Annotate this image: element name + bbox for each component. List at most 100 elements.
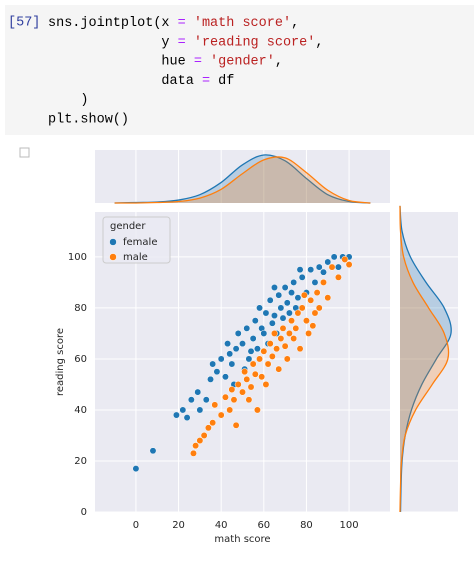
scatter-point (273, 345, 281, 353)
code-token: 'reading score' (194, 35, 316, 50)
legend-marker (109, 253, 117, 261)
code-line: sns.jointplot(x = 'math score', (48, 16, 299, 31)
scatter-point (226, 406, 234, 414)
code-token: , (315, 35, 323, 50)
scatter-point (232, 421, 240, 429)
scatter-point (283, 355, 291, 363)
scatter-point (253, 406, 261, 414)
scatter-point (294, 309, 302, 317)
code-token: y (48, 35, 178, 50)
scatter-point (271, 284, 278, 291)
code-token (186, 16, 194, 31)
scatter-point (251, 370, 259, 378)
code-token: 'gender' (210, 54, 275, 69)
scatter-point (224, 340, 232, 348)
y-tick-label: 80 (74, 303, 87, 314)
scatter-point (300, 291, 308, 299)
scatter-point (275, 365, 283, 373)
scatter-point (305, 329, 313, 337)
y-tick-label: 60 (74, 354, 87, 365)
scatter-point (281, 284, 289, 291)
scatter-point (192, 442, 200, 450)
scatter-point (213, 368, 221, 376)
legend-label: female (123, 237, 157, 248)
code-line: y = 'reading score', (48, 35, 323, 50)
marginal-kde-y (400, 205, 449, 512)
scatter-point (211, 401, 219, 409)
x-tick-label: 20 (172, 520, 185, 531)
output-icon (19, 147, 30, 158)
scatter-point (292, 324, 300, 332)
scatter-point (285, 309, 293, 317)
scatter-point (330, 253, 338, 261)
legend-label: male (123, 252, 148, 263)
scatter-point (209, 419, 217, 427)
scatter-point (290, 335, 298, 342)
scatter-point (256, 304, 264, 312)
scatter-point (309, 322, 317, 330)
scatter-point (247, 347, 255, 355)
scatter-point (271, 312, 278, 320)
y-tick-label: 100 (68, 252, 87, 263)
scatter-point (217, 411, 225, 419)
scatter-point (226, 350, 234, 358)
code: sns.jointplot(x = 'math score', y = 'rea… (48, 16, 323, 128)
scatter-point (245, 396, 253, 404)
marginal-kde-y (399, 205, 450, 513)
marginal-kde-x (114, 156, 371, 204)
chart: 0 20 40 60 80 100 0 20 40 60 80 100 math score readin… (55, 150, 458, 545)
scatter-point (298, 273, 306, 281)
scatter-point (283, 299, 291, 307)
scatter-point (209, 360, 217, 368)
code-token: hue (48, 54, 194, 69)
y-tick-label: 20 (74, 456, 87, 467)
scatter-point (264, 360, 272, 368)
code-token: = (194, 54, 202, 69)
scatter-point (196, 406, 204, 414)
scatter-point (294, 294, 302, 302)
code-line: hue = 'gender', (48, 54, 283, 69)
scatter-point (279, 324, 287, 332)
prompt: [57] (8, 16, 40, 31)
scatter-point (285, 329, 293, 337)
code-token: df (210, 73, 234, 88)
scatter-point (320, 278, 327, 286)
scatter-point (334, 263, 342, 271)
code-token: ) (48, 93, 89, 108)
scatter-point (183, 414, 191, 422)
scatter-point (243, 324, 251, 332)
scatter-point (281, 342, 289, 350)
scatter-point (288, 289, 295, 297)
scatter-point (232, 345, 240, 353)
scatter-point (311, 309, 319, 317)
scatter-point (296, 266, 304, 274)
x-tick-label: 80 (300, 520, 313, 531)
scatter-point (247, 383, 255, 391)
legend-marker (109, 238, 117, 246)
scatter-point (230, 396, 238, 404)
scatter-point (271, 329, 278, 337)
code-token: data (48, 73, 202, 88)
y-tick-label: 0 (81, 507, 87, 518)
scatter-point (256, 355, 264, 363)
scatter-point (307, 266, 315, 274)
scatter-point (260, 329, 268, 337)
scatter-point (228, 360, 236, 368)
scatter-point (149, 447, 157, 455)
marginal-kde-x (114, 154, 371, 203)
right-margin-background (400, 212, 458, 512)
x-tick-label: 0 (133, 520, 139, 531)
scatter-point (187, 396, 195, 404)
x-tick-label: 60 (257, 520, 270, 531)
scatter-point (345, 261, 353, 269)
code-line: plt.show() (48, 112, 129, 127)
scatter-point (207, 375, 214, 383)
scatter-point (253, 345, 261, 353)
scatter-point (239, 388, 246, 396)
code-token: plt.show() (48, 112, 129, 127)
x-tick-label: 40 (215, 520, 228, 531)
code-token: = (202, 73, 210, 88)
scatter-point (249, 335, 257, 342)
scatter-point (277, 304, 285, 312)
